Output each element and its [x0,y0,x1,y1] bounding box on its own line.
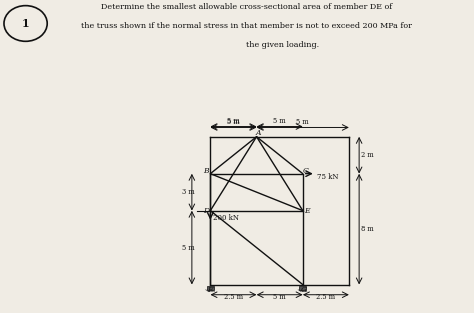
Text: A: A [256,129,262,137]
Text: C: C [303,167,309,175]
Text: G: G [301,286,307,294]
Text: the truss shown if the normal stress in that member is not to exceed 200 MPa for: the truss shown if the normal stress in … [81,22,412,30]
Text: 200 kN: 200 kN [212,214,238,222]
Text: 5 m: 5 m [227,118,240,126]
FancyBboxPatch shape [299,286,307,290]
Text: 8 m: 8 m [361,225,374,233]
Text: 5 m: 5 m [227,117,240,125]
Text: E: E [304,207,310,215]
Text: 2 m: 2 m [361,151,374,159]
FancyBboxPatch shape [207,286,214,290]
Text: 2.5 m: 2.5 m [224,293,243,301]
Text: F: F [207,286,212,294]
Text: 5 m: 5 m [273,117,286,125]
Text: 2.5 m: 2.5 m [316,293,336,301]
Text: 5 m: 5 m [182,244,194,252]
Text: 3 m: 3 m [182,188,194,196]
Text: 5 m: 5 m [296,118,309,126]
Text: 5 m: 5 m [273,293,286,301]
Text: D: D [203,207,210,215]
Text: 75 kN: 75 kN [317,173,338,181]
Text: B: B [203,167,209,175]
Text: Determine the smallest allowable cross-sectional area of member DE of: Determine the smallest allowable cross-s… [101,3,392,11]
Text: 1: 1 [22,18,29,29]
Text: the given loading.: the given loading. [246,41,319,49]
